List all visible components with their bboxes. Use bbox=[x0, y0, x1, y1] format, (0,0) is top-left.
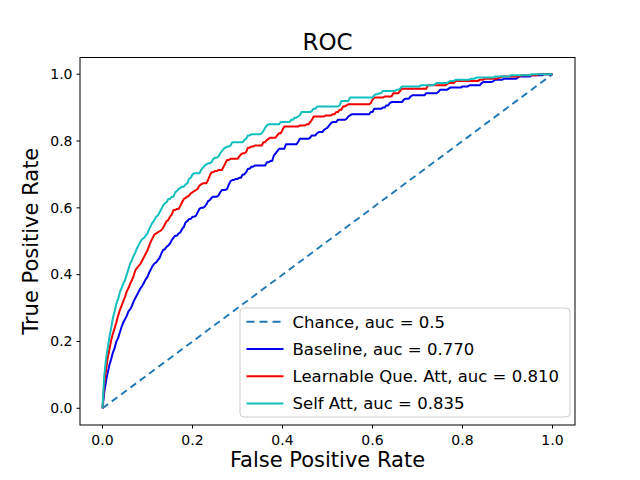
legend-label-selfatt: Self Att, auc = 0.835 bbox=[293, 394, 465, 413]
x-tick-label: 0.6 bbox=[361, 432, 383, 448]
x-axis-label: False Positive Rate bbox=[230, 448, 425, 472]
roc-chart: 0.0 0.2 0.4 0.6 0.8 1.0 0.0 0.2 0.4 0.6 0.8 1.0 ROC… bbox=[0, 0, 640, 480]
y-tick-label: 0.0 bbox=[50, 400, 72, 416]
x-tick-label: 0.0 bbox=[91, 432, 113, 448]
roc-figure: 0.0 0.2 0.4 0.6 0.8 1.0 0.0 0.2 0.4 0.6 0.8 1.0 ROC… bbox=[0, 0, 640, 480]
chart-title: ROC bbox=[302, 29, 352, 55]
y-tick-label: 1.0 bbox=[50, 66, 72, 82]
y-axis-label: True Positive Rate bbox=[19, 148, 43, 336]
x-tick-label: 1.0 bbox=[541, 432, 563, 448]
legend-label-learnable: Learnable Que. Att, auc = 0.810 bbox=[293, 367, 559, 386]
y-tick-label: 0.8 bbox=[50, 133, 72, 149]
x-tick-label: 0.4 bbox=[271, 432, 293, 448]
x-tick-label: 0.2 bbox=[181, 432, 203, 448]
y-tick-label: 0.4 bbox=[50, 266, 72, 282]
legend: Chance, auc = 0.5 Baseline, auc = 0.770 Le… bbox=[240, 308, 570, 417]
legend-label-baseline: Baseline, auc = 0.770 bbox=[293, 340, 475, 359]
legend-label-chance: Chance, auc = 0.5 bbox=[293, 313, 445, 332]
y-tick-label: 0.6 bbox=[50, 200, 72, 216]
y-tick-label: 0.2 bbox=[50, 333, 72, 349]
x-tick-label: 0.8 bbox=[451, 432, 473, 448]
